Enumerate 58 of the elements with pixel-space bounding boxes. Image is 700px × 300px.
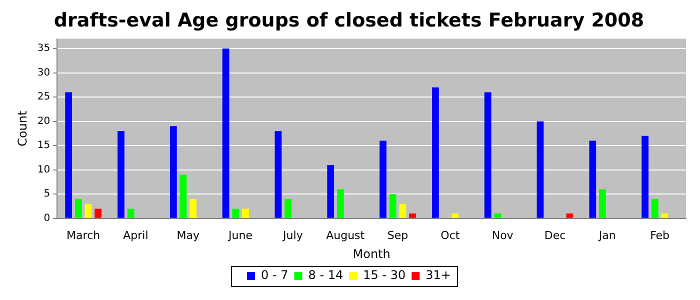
bar — [337, 189, 344, 218]
bar — [409, 214, 416, 218]
x-tick-label: July — [282, 228, 304, 242]
bar — [222, 48, 230, 218]
bar — [661, 214, 668, 218]
bar — [190, 198, 196, 218]
x-tick-label: Sep — [387, 228, 408, 242]
x-tick-label: April — [123, 228, 148, 242]
bar — [651, 198, 658, 218]
legend-label: 0 - 7 — [261, 268, 288, 282]
bar — [127, 208, 134, 218]
bar — [566, 214, 574, 218]
x-tick-label: Oct — [440, 228, 460, 242]
bar — [180, 174, 187, 218]
chart-title: drafts-eval Age groups of closed tickets February 2008 — [54, 9, 644, 32]
bar — [484, 92, 492, 218]
y-tick-label: 15 — [37, 140, 50, 152]
bar — [389, 194, 396, 218]
bar — [642, 136, 648, 218]
bar — [589, 140, 596, 218]
bar — [74, 198, 82, 218]
bar — [274, 131, 282, 218]
y-tick-label: 25 — [37, 92, 50, 103]
y-tick-label: 0 — [44, 212, 50, 224]
bar — [242, 208, 249, 218]
bar — [380, 140, 386, 218]
bar — [327, 165, 334, 218]
bar — [284, 198, 292, 218]
bar — [232, 208, 240, 218]
x-tick-label: Nov — [492, 228, 514, 242]
x-tick-label: March — [66, 228, 100, 242]
bar — [84, 204, 92, 218]
y-tick-label: 5 — [44, 188, 50, 200]
bar — [118, 131, 124, 218]
y-axis-title: Count — [15, 110, 30, 146]
y-tick-label: 30 — [37, 67, 50, 78]
bar — [599, 189, 606, 218]
y-tick-label: 20 — [37, 116, 50, 127]
x-tick-label: Feb — [650, 228, 670, 242]
bar — [170, 126, 177, 218]
bar — [432, 87, 439, 218]
bar — [399, 204, 406, 218]
x-tick-label: Dec — [544, 228, 566, 242]
y-tick-label: 10 — [37, 164, 50, 176]
x-tick-label: Jan — [598, 228, 616, 242]
legend-label: 31+ — [426, 268, 451, 282]
legend-label: 15 - 30 — [363, 268, 406, 282]
bar — [452, 214, 459, 218]
y-tick-label: 35 — [37, 43, 50, 54]
x-tick-label: August — [326, 228, 366, 242]
legend-label: 8 - 14 — [308, 268, 344, 282]
x-tick-label: May — [176, 228, 200, 242]
bar — [94, 208, 102, 218]
x-axis-title: Month — [352, 246, 390, 261]
bar — [494, 214, 502, 218]
bar — [536, 121, 544, 218]
bar — [65, 92, 72, 218]
x-tick-label: June — [228, 228, 253, 242]
